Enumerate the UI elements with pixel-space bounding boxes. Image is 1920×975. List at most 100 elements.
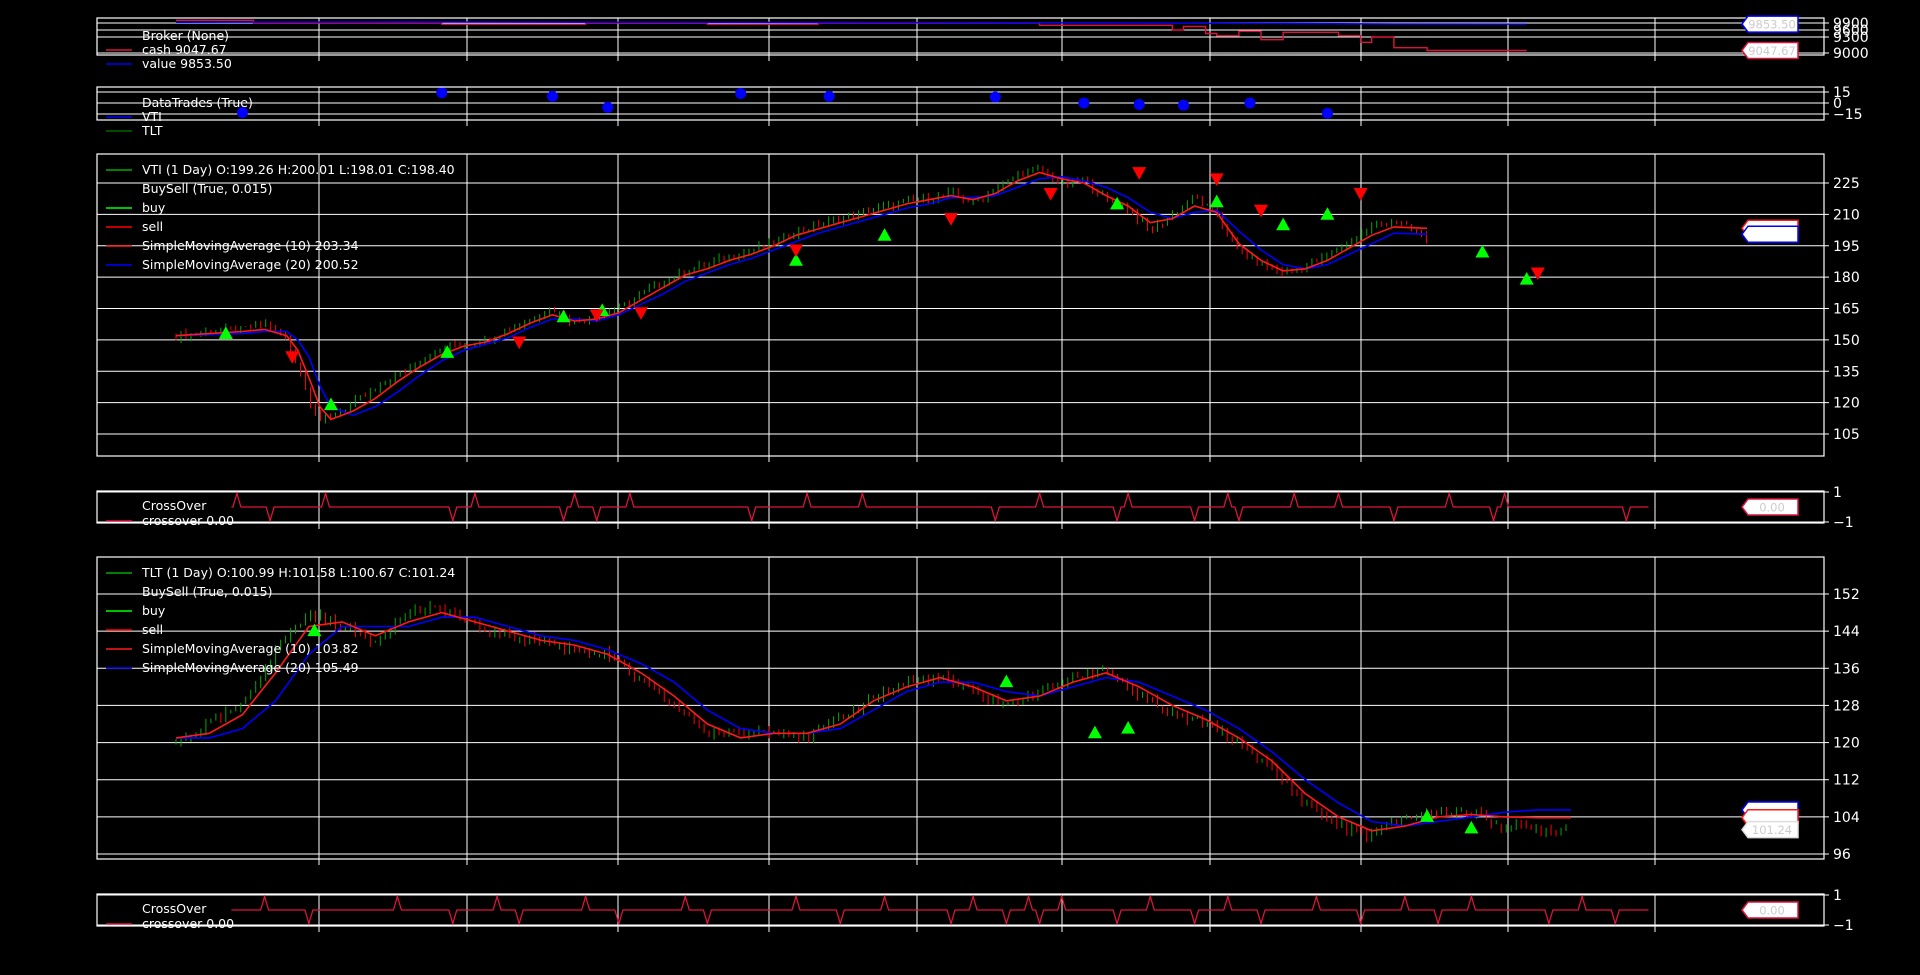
tlt-legend-5: SimpleMovingAverage (20) 105.49 [142,660,359,675]
trade-point-5 [823,90,835,102]
vti_crossover-pulse-1 [269,519,271,522]
tlt_crossover-value-tag-text-0: 0.00 [1759,904,1785,918]
broker-frame [96,17,1825,56]
trade-point-0 [236,107,248,119]
vti-sell-marker-10 [1353,188,1368,201]
vti-buy-marker-10 [1320,207,1335,220]
tlt_crossover-pulse-24 [1315,895,1318,898]
tlt_crossover-value-tag-box-0 [1741,901,1799,919]
trade-point-2 [546,90,558,102]
vti-value-tag-1 [1741,225,1799,243]
tlt-legend-4: SimpleMovingAverage (10) 103.82 [142,641,359,656]
vti_crossover-pulse-15 [1127,492,1129,495]
vti_crossover-series [231,491,1649,523]
tlt-candles [175,600,1567,843]
tlt_crossover-pulse-27 [1437,922,1439,925]
tlt-buy-marker-2 [1087,725,1102,739]
vti-sell-marker-3 [634,307,648,320]
broker-series-value [175,21,1527,25]
tlt-legend-1: BuySell (True, 0.015) [142,584,272,599]
tlt_crossover-pulse-10 [795,895,797,898]
tlt-buy-marker-3 [1121,721,1136,734]
tlt-ytick-label-1: 144 [1833,624,1860,640]
broker-ytick-label-0: 9900 [1833,16,1869,32]
vti-buy-marker-8 [1209,194,1224,208]
tlt-value-tag-text-2: 101.24 [1752,823,1792,837]
vti_crossover-pulse-18 [1238,519,1240,522]
tlt-buy-marker-4 [1420,809,1435,822]
tlt_crossover-pulse-11 [839,922,842,925]
tlt_crossover-pulse-3 [451,922,454,925]
vti-sma20-line [175,175,1428,417]
vti-sell-marker-4 [789,244,803,258]
vti-legend-4: SimpleMovingAverage (10) 203.34 [142,238,359,253]
tlt-buy-marker-5 [1464,820,1479,834]
vti-ytick-label-5: 150 [1833,333,1860,349]
vti_crossover-ytick-label-0: 1 [1833,485,1842,501]
vti-buy-marker-11 [1475,244,1490,258]
vti_crossover-pulse-21 [1393,519,1395,522]
vti-value-tag-box-1 [1741,225,1799,243]
vti_crossover-pulse-4 [474,492,476,495]
tlt_crossover-value-tag-0: 0.00 [1741,901,1799,919]
broker-value-tag-box-1 [1741,41,1799,60]
tlt_crossover-pulse-29 [1548,922,1550,925]
vti-buy-marker-0 [218,326,233,340]
trades-ytick-label-0: 15 [1833,85,1851,101]
tlt_crossover-pulse-1 [308,922,310,925]
broker-value-tag-text-1: 9047.67 [1748,44,1796,58]
tlt-sma10-line [175,611,1571,832]
trade-point-7 [1078,97,1090,109]
vti-ytick-label-4: 165 [1833,302,1860,318]
tlt-value-tag-box-2 [1741,820,1799,839]
broker-value-tag-text-0: 9853.50 [1748,18,1796,32]
broker-legend-2: value 9853.50 [142,56,232,71]
tlt_crossover-legend-0: CrossOver [142,901,207,916]
vti-ytick-label-6: 135 [1833,364,1860,380]
vti-frame [96,153,1825,457]
trades-legend-0: DataTrades (True) [142,95,253,110]
vti_crossover-value-tag-0: 0.00 [1741,498,1799,516]
tlt-ytick-label-3: 128 [1833,698,1860,714]
tlt-legend-2: buy [142,603,166,618]
tlt-frame [96,556,1825,860]
tlt_crossover-pulse-26 [1404,895,1406,898]
tlt_crossover-pulse-9 [706,922,709,925]
vti_crossover-pulse-5 [562,519,565,522]
vti_crossover-pulse-6 [573,492,576,495]
vti_crossover-ytick-label-1: −1 [1833,515,1854,531]
vti-sell-marker-6 [1043,188,1058,201]
tlt_crossover-pulse-25 [1359,922,1362,925]
vti_crossover-pulse-22 [1448,492,1451,495]
vti-buy-marker-12 [1519,272,1534,285]
vti_crossover-pulse-20 [1337,492,1340,495]
vti-legend-3: sell [142,219,163,234]
vti-ytick-label-1: 210 [1833,207,1860,223]
vti-legend-0: VTI (1 Day) O:199.26 H:200.01 L:198.01 C… [142,162,455,177]
vti_crossover-pulse-2 [324,492,327,495]
vti-sell-marker-5 [944,213,958,226]
vti_crossover-value-tag-text-0: 0.00 [1759,501,1785,515]
vti-buy-marker-2 [440,345,455,358]
trades-frame [96,86,1825,121]
vti-sell-marker-1 [512,336,527,350]
vti_crossover-pulse-11 [861,492,864,495]
tlt-legend-3: sell [142,622,163,637]
vti-ytick-label-3: 180 [1833,270,1860,286]
vti-ytick-label-8: 105 [1833,427,1860,443]
tlt-buy-marker-0 [307,623,322,637]
vti-buy-marker-1 [324,397,338,411]
trade-point-9 [1178,99,1189,111]
vti_crossover-pulse-13 [1038,492,1041,495]
vti-buy-marker-7 [1110,196,1125,210]
data-layer [175,19,1649,926]
vti-sell-marker-11 [1530,267,1545,281]
tlt_crossover-pulse-5 [518,922,521,925]
tlt_crossover-pulse-22 [1226,895,1229,898]
frames-layer [96,17,1829,927]
vti-candles [175,164,1428,424]
vti_crossover-legend-1: crossover 0.00 [142,513,234,528]
vti-sell-marker-2 [589,309,604,322]
